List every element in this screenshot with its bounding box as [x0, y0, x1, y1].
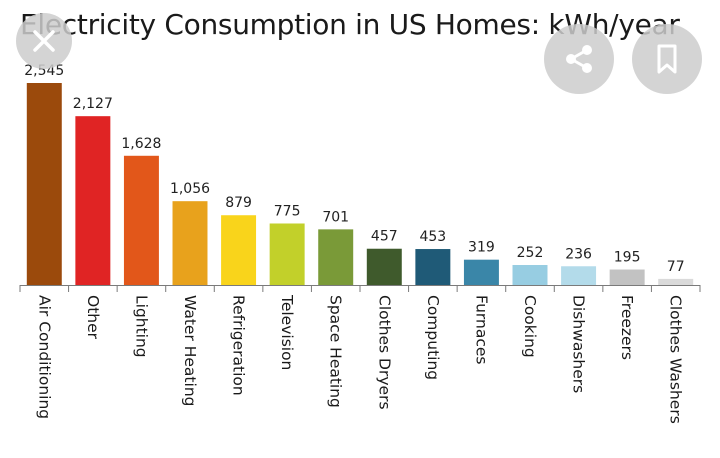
bar: [221, 215, 257, 285]
close-button[interactable]: [16, 13, 72, 69]
category-label: Clothes Dryers: [375, 295, 393, 410]
bar: [75, 116, 111, 285]
category-label: Television: [278, 294, 296, 370]
data-label: 879: [225, 195, 252, 211]
category-label: Lighting: [132, 295, 150, 358]
bar: [512, 264, 548, 285]
category-label: Refrigeration: [230, 295, 248, 396]
data-label: 236: [565, 246, 592, 262]
data-label: 453: [419, 229, 446, 245]
data-label: 457: [371, 229, 398, 245]
category-label: Water Heating: [181, 295, 199, 406]
bar: [415, 249, 451, 285]
category-label: Freezers: [618, 295, 636, 360]
category-label: Other: [84, 295, 102, 340]
data-label: 319: [468, 240, 495, 256]
category-label: Air Conditioning: [35, 295, 53, 419]
category-label: Clothes Washers: [667, 295, 685, 424]
bar: [609, 269, 645, 285]
category-label: Furnaces: [472, 295, 490, 364]
bar: [172, 201, 208, 285]
bookmark-button[interactable]: [632, 24, 702, 94]
category-label: Dishwashers: [570, 295, 588, 393]
data-label: 2,127: [73, 96, 113, 112]
data-label: 252: [517, 245, 544, 261]
bar: [318, 229, 354, 285]
bar: [123, 155, 159, 285]
data-label: 775: [274, 203, 301, 219]
category-label: Cooking: [521, 295, 539, 358]
category-label: Space Heating: [327, 295, 345, 408]
bookmark-icon: [657, 44, 677, 74]
bar: [658, 278, 694, 285]
close-icon: [33, 30, 55, 52]
data-label: 1,056: [170, 181, 210, 197]
share-icon: [566, 45, 592, 73]
category-label: Computing: [424, 295, 442, 380]
bar: [26, 83, 62, 285]
data-label: 701: [322, 209, 349, 225]
bar: [561, 266, 597, 285]
data-label: 77: [667, 259, 685, 275]
bar: [269, 223, 305, 285]
share-button[interactable]: [544, 24, 614, 94]
data-label: 195: [614, 250, 641, 266]
data-label: 1,628: [121, 136, 161, 152]
bar: [463, 259, 499, 285]
bar: [366, 248, 402, 285]
